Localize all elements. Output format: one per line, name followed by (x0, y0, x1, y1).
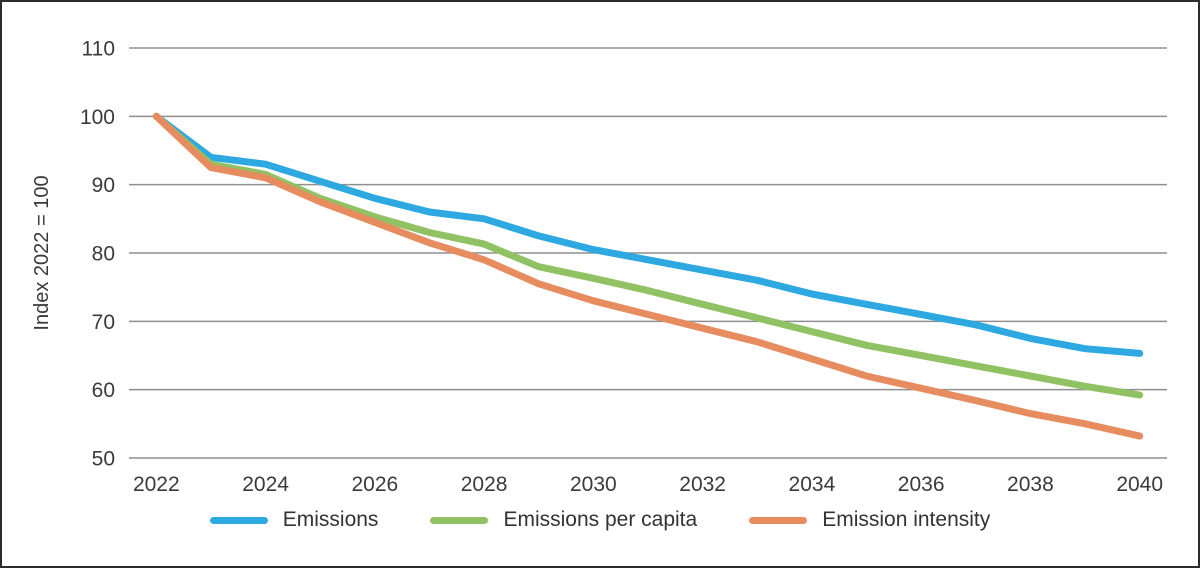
legend-item-emission-intensity: Emission intensity (749, 508, 990, 532)
y-tick-label-90: 90 (92, 174, 115, 197)
y-tick-label-110: 110 (82, 38, 115, 61)
y-tick-label-50: 50 (92, 448, 115, 471)
x-tick-label-2034: 2034 (789, 473, 836, 496)
series-line-emissions-per-capita (152, 112, 1144, 399)
legend-item-emissions-per-capita: Emissions per capita (430, 508, 697, 532)
x-axis-tick-labels: 2022 2024 2026 2028 2030 2032 2034 2036 2038 2040 (133, 473, 1163, 496)
y-tick-label-100: 100 (80, 106, 115, 129)
series-line-emissions (152, 112, 1144, 357)
x-tick-label-2028: 2028 (461, 473, 508, 496)
legend-label-emission-intensity: Emission intensity (822, 508, 991, 531)
x-tick-label-2030: 2030 (570, 473, 617, 496)
x-tick-label-2040: 2040 (1116, 473, 1163, 496)
x-tick-label-2038: 2038 (1007, 473, 1054, 496)
y-tick-label-70: 70 (92, 311, 115, 334)
x-tick-label-2024: 2024 (242, 473, 289, 496)
series-line-emission-intensity (152, 112, 1144, 440)
legend: Emissions Emissions per capita Emission … (2, 508, 1198, 532)
y-axis-tick-labels: 50 60 70 80 90 100 110 (80, 38, 115, 471)
y-axis-title: Index 2022 = 100 (31, 175, 53, 330)
series-lines (152, 112, 1144, 440)
legend-swatch-emission-intensity-icon (749, 516, 808, 524)
x-tick-label-2022: 2022 (133, 473, 180, 496)
y-tick-label-60: 60 (92, 379, 115, 402)
legend-label-emissions: Emissions (282, 508, 379, 531)
x-tick-label-2032: 2032 (679, 473, 726, 496)
x-tick-label-2026: 2026 (351, 473, 398, 496)
x-tick-label-2036: 2036 (898, 473, 945, 496)
legend-swatch-emissions-per-capita-icon (430, 516, 489, 524)
legend-label-emissions-per-capita: Emissions per capita (503, 508, 698, 531)
gridlines (129, 47, 1167, 459)
legend-swatch-emissions-icon (209, 516, 268, 524)
legend-item-emissions: Emissions (209, 508, 379, 532)
y-tick-label-80: 80 (92, 243, 115, 266)
